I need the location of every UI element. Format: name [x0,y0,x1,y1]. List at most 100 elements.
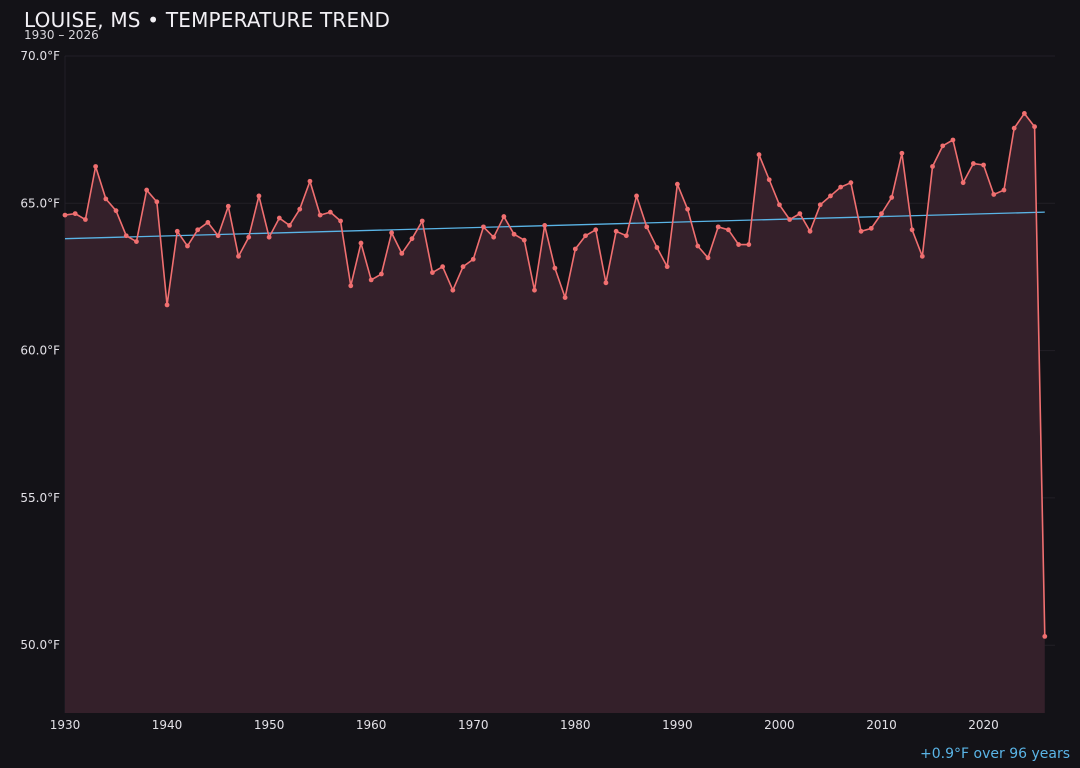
data-point [909,227,915,233]
data-point [62,212,68,218]
data-point [236,253,241,259]
data-point [134,239,139,245]
data-point [266,234,272,240]
data-point [756,152,762,158]
data-point [307,178,313,184]
data-point [970,161,976,166]
data-point [440,264,446,270]
data-point [828,193,833,199]
data-point [838,184,844,190]
data-point [858,228,864,234]
data-point [879,211,884,217]
data-point [654,245,660,250]
data-point [409,236,415,242]
data-point [1001,187,1007,193]
data-point [144,187,150,193]
y-tick-label: 55.0°F [20,491,60,505]
data-point [164,302,170,308]
x-tick-label: 1940 [152,718,183,732]
x-tick-label: 2020 [968,718,999,732]
data-point [919,253,925,259]
data-point [317,212,323,218]
data-point [378,271,384,277]
data-point [542,223,548,228]
x-tick-label: 1980 [560,718,591,732]
data-point [787,217,793,222]
data-point [205,220,211,225]
y-tick-label: 70.0°F [20,49,60,63]
trend-line [64,211,1045,240]
data-point [83,217,88,222]
data-point [950,137,956,143]
data-point [817,202,823,208]
data-point [215,233,221,239]
chart-subtitle: 1930 – 2026 [24,28,99,42]
data-point [766,177,772,183]
data-point [603,280,609,286]
data-point [430,270,435,275]
data-point [1011,125,1017,131]
y-tick-label: 60.0°F [20,344,60,358]
data-point [848,180,854,186]
data-point [154,199,160,205]
data-point [777,202,782,208]
data-point [613,228,619,234]
data-point [726,227,731,233]
data-point [113,208,119,214]
y-tick-label: 65.0°F [20,196,60,210]
series-area-fill [65,113,1045,713]
x-tick-label: 1950 [254,718,285,732]
data-point [991,192,997,197]
data-point [899,150,905,156]
data-point [674,181,680,187]
data-point [562,295,568,300]
data-point [889,195,895,200]
data-point [930,164,935,169]
x-tick-label: 1970 [458,718,489,732]
data-point [368,277,374,283]
data-point [746,242,752,247]
data-point [491,234,497,240]
data-point [287,223,292,228]
data-point [419,218,425,224]
chart-title: LOUISE, MS • TEMPERATURE TREND [24,8,391,32]
data-point [644,224,650,230]
data-point [225,203,231,209]
y-axis: 50.0°F 55.0°F 60.0°F 65.0°F 70.0°F [20,49,60,652]
data-point [460,264,466,270]
data-point [185,243,190,249]
data-point [736,242,742,247]
data-point [1021,111,1027,116]
data-point [705,255,711,261]
data-point [338,218,343,224]
x-tick-label: 2010 [866,718,897,732]
x-axis: 1930 1940 1950 1960 1970 1980 1990 2000 2010 2020 [50,718,999,732]
data-point [695,243,701,249]
data-point [123,233,129,239]
area-layer [65,113,1045,713]
data-point [807,228,813,234]
data-point [552,265,558,271]
data-point [623,233,629,239]
data-point [1042,633,1048,639]
y-tick-label: 50.0°F [20,638,60,652]
data-point [103,196,109,202]
data-point [715,224,721,230]
data-point [327,209,333,215]
data-point [511,231,517,237]
x-tick-label: 1960 [356,718,387,732]
x-tick-label: 1990 [662,718,693,732]
data-point [399,250,405,256]
data-point [532,287,537,293]
data-point [685,206,690,212]
data-point [797,211,803,217]
data-point [174,228,180,234]
data-point [93,164,99,169]
data-point [348,283,354,289]
data-point [470,256,476,262]
points-layer [62,111,1048,639]
data-point [195,227,201,233]
x-tick-label: 2000 [764,718,795,732]
